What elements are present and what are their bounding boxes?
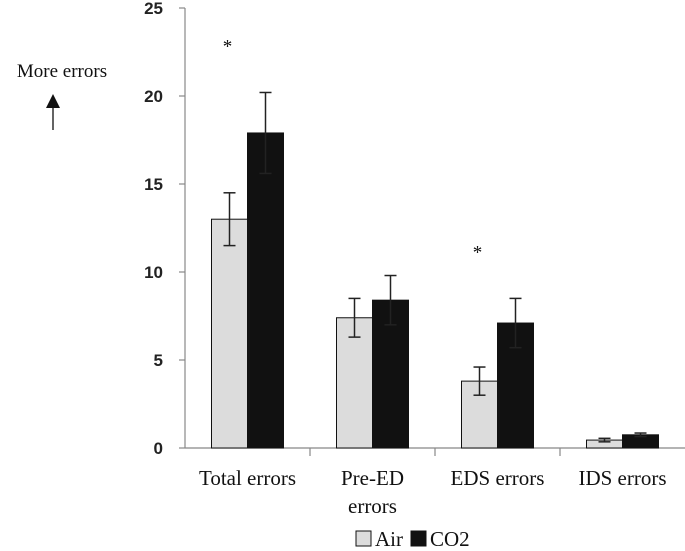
bar-co2-0 [247,132,284,449]
legend: Air CO2 [355,527,470,551]
x-category-label: Pre-ED [341,466,404,490]
bar-air-0 [211,218,248,449]
labels: Total errors Pre-ED errors EDS errors IDS er… [199,466,667,518]
y-tick-label: 10 [144,263,163,282]
significance-marker: * [473,242,483,263]
bar-air-1 [336,317,373,449]
y-tick-label: 20 [144,87,163,106]
annotations: * * More errors [17,36,482,263]
legend-swatch-air [355,530,372,547]
x-category-label: Total errors [199,466,296,490]
x-category-label: EDS errors [451,466,545,490]
y-tick-label: 5 [154,351,163,370]
legend-label-co2: CO2 [430,527,470,551]
legend-swatch-co2 [410,530,427,547]
bars [211,91,659,449]
significance-marker: * [223,36,233,57]
x-category-label: errors [348,494,397,518]
legend-label-air: Air [375,527,403,551]
y-tick-label: 15 [144,175,163,194]
up-arrow-icon [46,94,60,108]
more-errors-label: More errors [17,61,107,82]
y-tick-label: 0 [154,439,163,458]
y-tick-label: 25 [144,0,163,18]
x-category-label: IDS errors [578,466,666,490]
